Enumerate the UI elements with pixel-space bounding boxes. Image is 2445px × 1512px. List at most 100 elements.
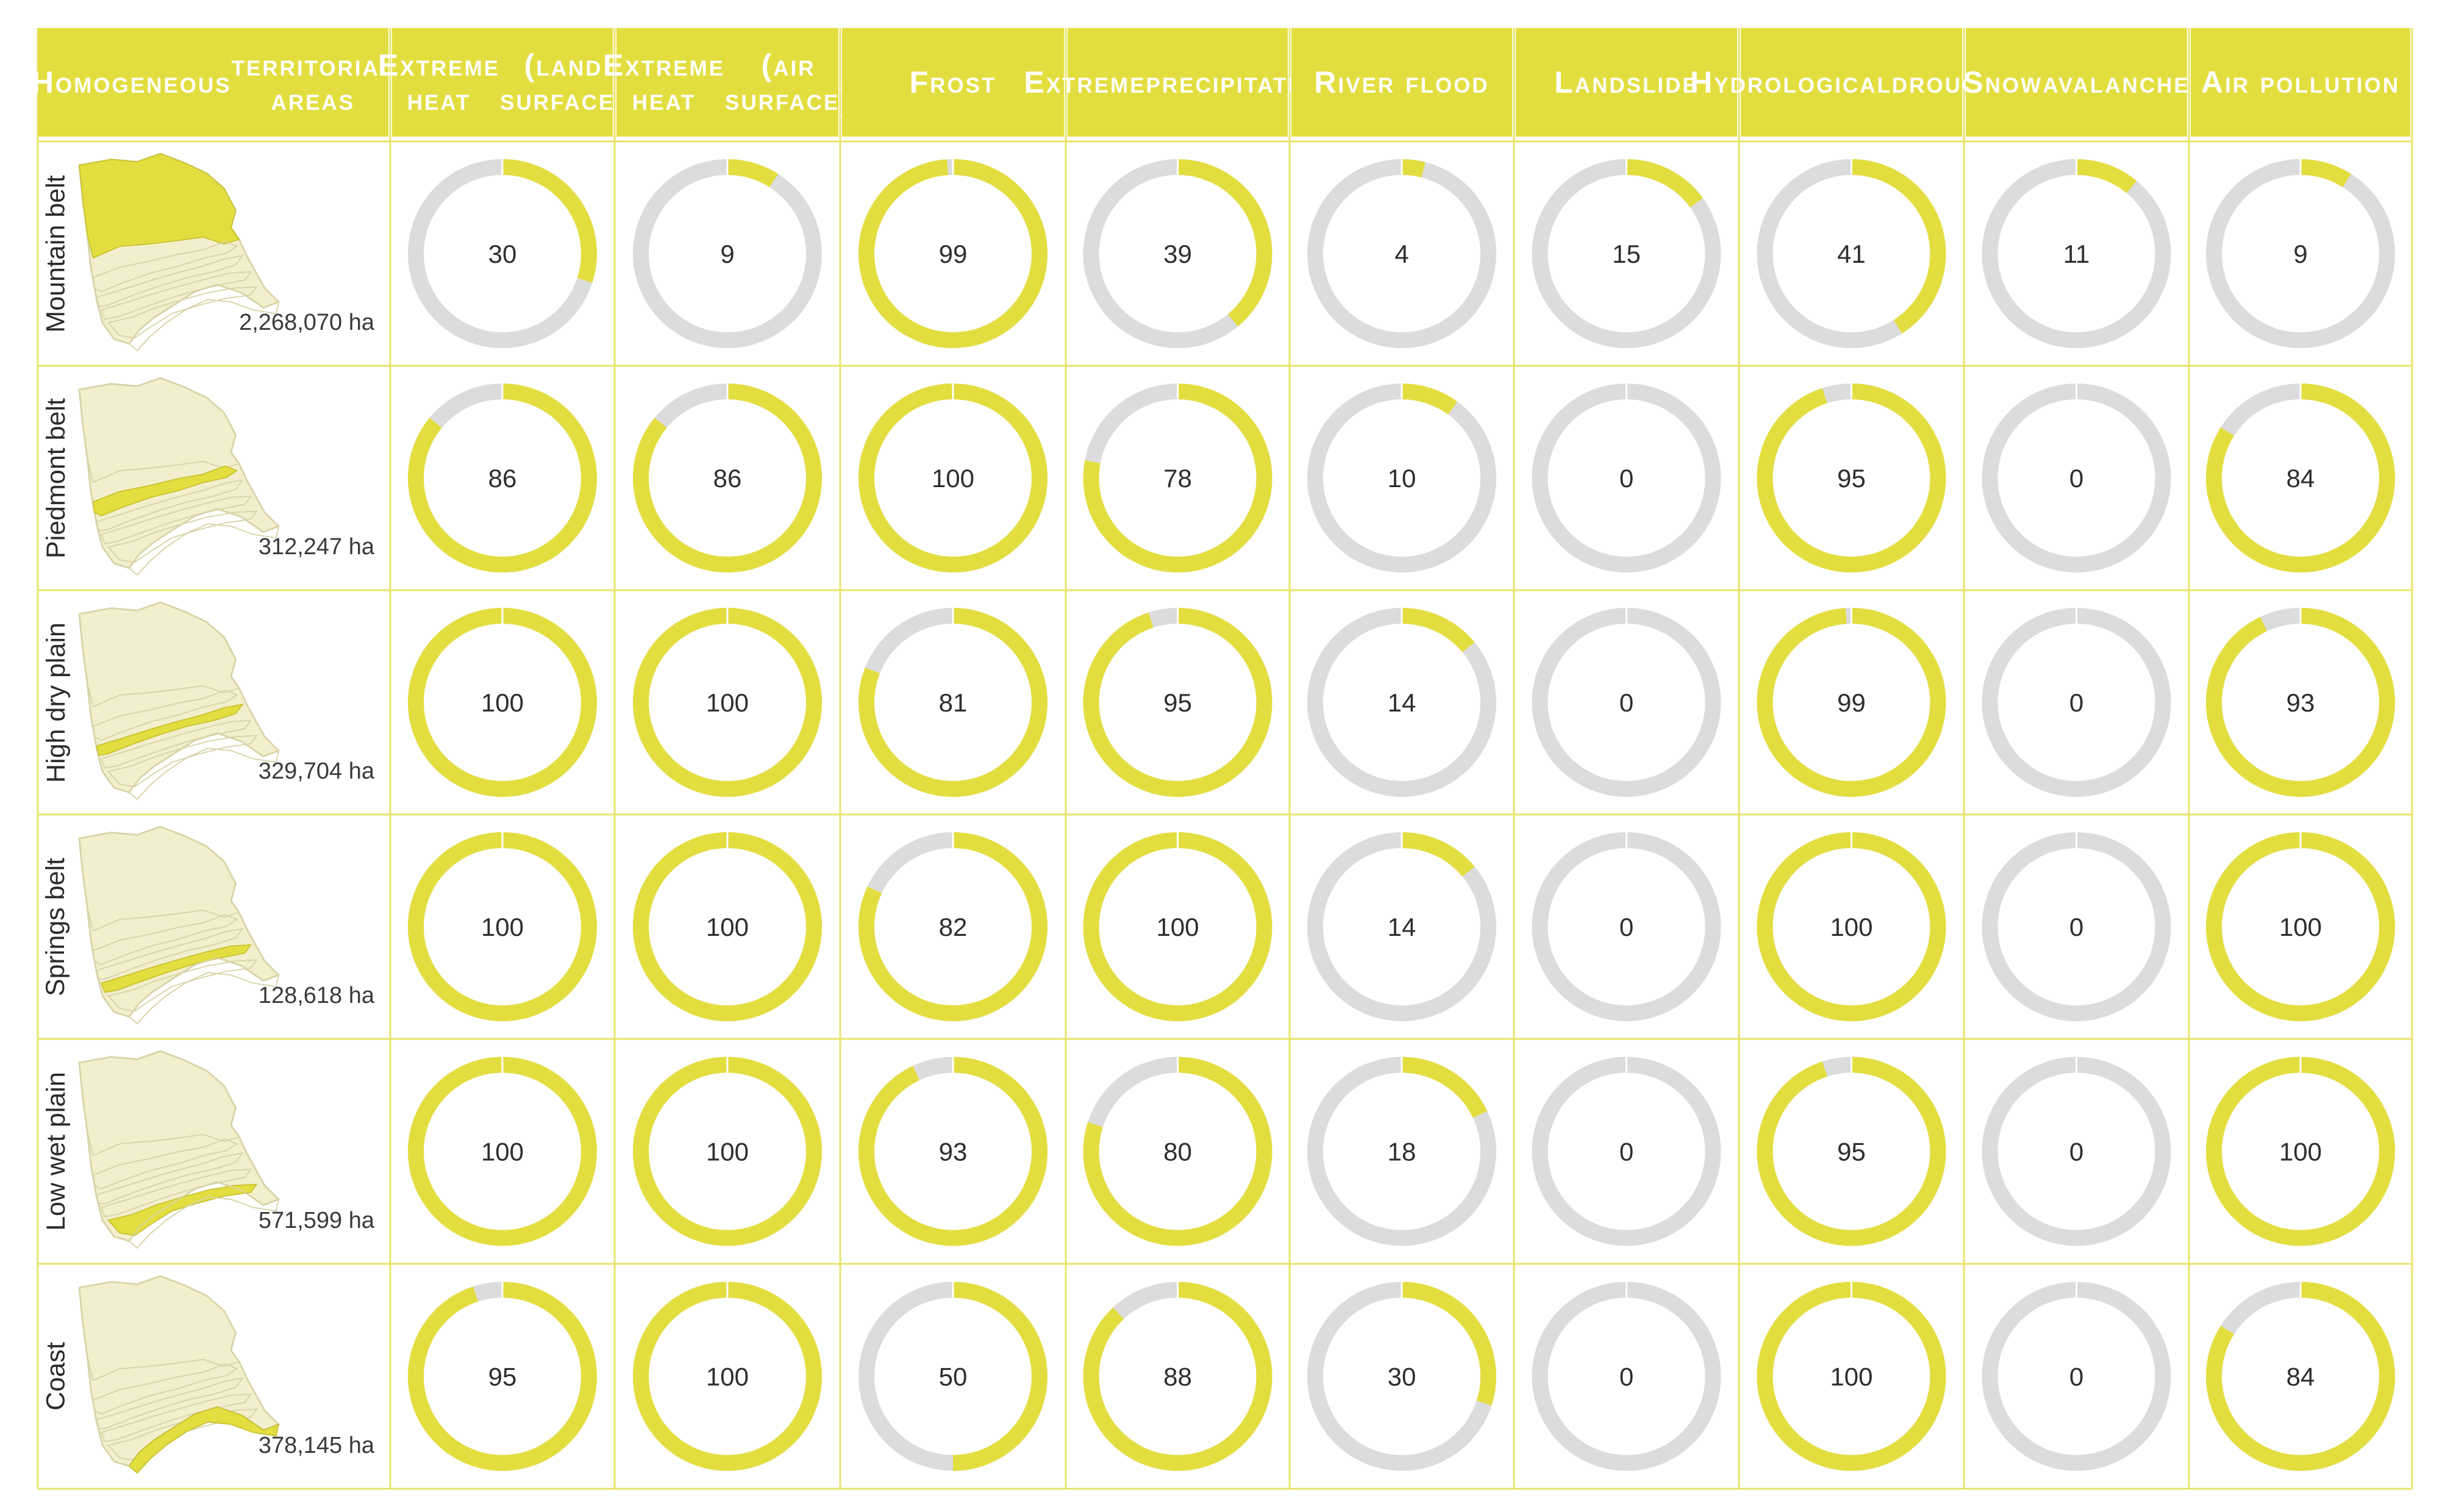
donut-value-label: 81: [939, 688, 968, 717]
donut-value-label: 100: [1830, 1363, 1872, 1391]
donut-chart: 50: [858, 1282, 1048, 1471]
donut-chart: 86: [408, 383, 597, 572]
donut-chart: 10: [1307, 383, 1496, 572]
donut-value-label: 86: [713, 464, 742, 493]
donut-chart: 14: [1307, 608, 1496, 797]
donut-chart: 100: [858, 383, 1048, 572]
donut-value-label: 100: [706, 1363, 749, 1391]
map-zone: [100, 271, 252, 320]
donut-value-label: 100: [481, 688, 524, 717]
donut-chart: 0: [1982, 608, 2171, 797]
donut-chart: 30: [408, 159, 597, 348]
donut-chart: 39: [1083, 159, 1272, 348]
donut-value-label: 100: [706, 1138, 749, 1166]
donut-value-label: 0: [1619, 913, 1633, 941]
column-header-line: Landslide: [1554, 65, 1699, 99]
column-header: Landslide: [1516, 28, 1737, 137]
donut-value-label: 100: [2279, 1138, 2322, 1166]
donut-value-label: 86: [488, 464, 517, 493]
donut-value-label: 100: [706, 688, 749, 717]
column-header-line: Extreme heat: [602, 48, 726, 116]
donut-value-label: 30: [488, 240, 517, 268]
donut-value-arc: [1401, 383, 1458, 415]
area-label: 312,247 ha: [258, 534, 374, 560]
map-zone: [78, 601, 240, 708]
donut-value-label: 11: [2063, 240, 2090, 268]
donut-value-arc: [2076, 159, 2137, 193]
donut-value-arc: [2300, 159, 2352, 188]
map-outline: [78, 377, 280, 569]
map-highlight-zone: [128, 1406, 280, 1474]
row-label: Low wet plain: [38, 1039, 74, 1264]
row-label: High dry plain: [38, 590, 74, 815]
column-header-line: Air pollution: [2200, 65, 2400, 99]
map-zone: [96, 254, 245, 307]
donut-value-arc: [502, 159, 597, 283]
donut-chart: 84: [2206, 1282, 2395, 1471]
donut-chart: 80: [1083, 1057, 1272, 1246]
donut-chart: 0: [1982, 383, 2171, 572]
donut-chart: 0: [1532, 1057, 1721, 1246]
donut-value-label: 0: [2069, 1363, 2083, 1391]
map-zone: [128, 957, 280, 1025]
donut-value-label: 30: [1388, 1363, 1416, 1391]
map-zone: [92, 914, 238, 966]
donut-chart: 100: [408, 832, 597, 1021]
donut-value-label: 100: [481, 1138, 524, 1166]
donut-value-label: 0: [2069, 1138, 2083, 1166]
map-zone: [100, 719, 252, 769]
donut-chart: 93: [2206, 608, 2395, 797]
donut-chart: 100: [633, 832, 822, 1021]
column-header-line: Homogeneous: [31, 65, 232, 99]
area-label: 571,599 ha: [258, 1208, 374, 1233]
map-highlight-zone: [100, 944, 252, 993]
donut-value-arc: [1177, 159, 1272, 327]
donut-value-arc: [858, 159, 1048, 348]
area-label: 128,618 ha: [258, 983, 374, 1008]
map-outline: [78, 1275, 280, 1467]
donut-value-label: 9: [720, 240, 734, 268]
map-zone: [78, 377, 240, 483]
donut-chart: 82: [858, 832, 1048, 1021]
donut-value-label: 88: [1163, 1363, 1192, 1391]
donut-value-arc: [1851, 159, 1946, 333]
donut-value-arc: [1083, 608, 1272, 797]
donut-value-label: 80: [1163, 1138, 1192, 1166]
donut-value-label: 14: [1388, 688, 1416, 717]
donut-value-arc: [633, 383, 822, 572]
donut-chart: 99: [858, 159, 1048, 348]
region-map: [78, 377, 280, 576]
donut-chart: 11: [1982, 159, 2171, 348]
donut-chart: 0: [1532, 832, 1721, 1021]
column-header-line: River flood: [1314, 65, 1490, 99]
donut-value-label: 50: [939, 1363, 968, 1391]
donut-value-label: 15: [1612, 240, 1641, 268]
donut-chart: 9: [2206, 159, 2395, 348]
row-label-text: Piedmont belt: [41, 398, 71, 558]
column-header: Air pollution: [2191, 28, 2410, 137]
map-zone: [100, 1168, 252, 1218]
donut-value-label: 0: [1619, 464, 1633, 493]
region-map: [78, 826, 280, 1025]
donut-chart: 100: [633, 608, 822, 797]
donut-chart: 18: [1307, 1057, 1496, 1246]
area-label: 2,268,070 ha: [239, 310, 374, 335]
donut-value-label: 4: [1394, 240, 1408, 268]
column-header-line: Extreme heat: [377, 48, 501, 116]
column-header: Extreme heat (air surface): [603, 28, 850, 137]
column-header: Hydrological drought: [1690, 28, 2011, 137]
area-label: 378,145 ha: [258, 1433, 374, 1458]
map-zone: [107, 959, 258, 1012]
donut-chart: 0: [1532, 383, 1721, 572]
donut-chart: 95: [408, 1282, 597, 1471]
donut-value-label: 100: [706, 913, 749, 941]
donut-value-arc: [952, 1282, 1048, 1471]
column-header: Extreme heat (land surface): [378, 28, 625, 137]
donut-chart: 0: [1532, 1282, 1721, 1471]
column-header: Frost: [842, 28, 1064, 137]
map-zone: [92, 690, 238, 741]
donut-value-arc: [1401, 159, 1426, 178]
column-header-line: Snow: [1963, 65, 2043, 99]
map-zone: [128, 732, 280, 801]
